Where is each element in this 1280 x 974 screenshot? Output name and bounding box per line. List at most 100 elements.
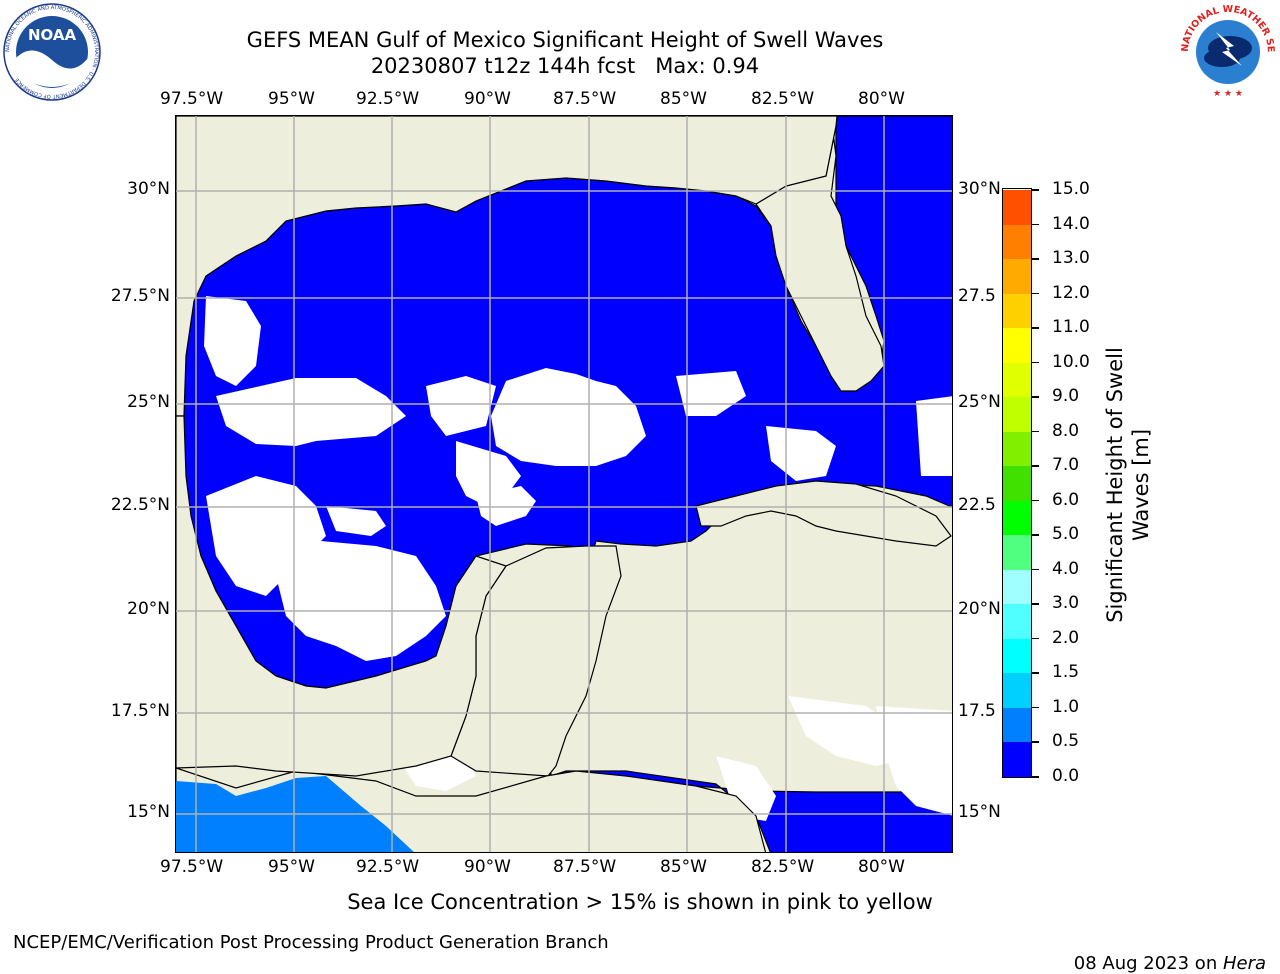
colorbar-tick-label: 14.0 — [1052, 213, 1090, 234]
colorbar-segment — [1003, 465, 1031, 501]
lon-label-top: 90°W — [464, 89, 511, 109]
lat-label-right: 25°N — [958, 392, 1001, 412]
colorbar-segment — [1003, 569, 1031, 605]
footer-date-text: 08 Aug 2023 on — [1073, 953, 1223, 974]
colorbar-tick-mark — [1032, 189, 1039, 191]
lon-label-bottom: 90°W — [464, 857, 511, 877]
svg-text:NOAA: NOAA — [28, 26, 77, 44]
lat-label-right: 30°N — [958, 179, 1001, 199]
plot-title-line1: GEFS MEAN Gulf of Mexico Significant Hei… — [246, 28, 884, 52]
lon-label-bottom: 87.5°W — [553, 857, 617, 877]
graticule — [176, 116, 952, 852]
lon-label-bottom: 80°W — [858, 857, 905, 877]
colorbar-tick-label: 12.0 — [1052, 282, 1090, 303]
noaa-logo: NOAA NATIONAL OCEANIC AND ATMOSPHERIC AD… — [2, 2, 102, 102]
footer-date: 08 Aug 2023 on Hera — [1062, 932, 1266, 974]
lon-label-bottom: 97.5°W — [160, 857, 224, 877]
lon-label-top: 85°W — [660, 89, 707, 109]
lon-label-top: 97.5°W — [160, 89, 224, 109]
colorbar-segment — [1003, 741, 1031, 777]
colorbar-tick-label: 0.0 — [1052, 766, 1080, 786]
colorbar-tick-mark — [1032, 741, 1039, 743]
colorbar-tick-label: 3.0 — [1052, 593, 1080, 614]
map-canvas — [176, 116, 952, 852]
colorbar-tick-mark — [1032, 706, 1039, 709]
lon-label-top: 87.5°W — [553, 89, 617, 109]
colorbar-tick-label: 5.0 — [1052, 524, 1080, 545]
lat-label-right: 20°N — [958, 599, 1001, 619]
colorbar-segment — [1003, 396, 1031, 432]
colorbar-segment — [1003, 603, 1031, 639]
colorbar-tick-label: 0.5 — [1052, 731, 1080, 752]
colorbar-tick-label: 15.0 — [1052, 179, 1090, 199]
colorbar-segment — [1003, 638, 1031, 674]
colorbar-tick-mark — [1032, 430, 1039, 433]
colorbar-tick-mark — [1032, 568, 1039, 571]
cuba — [695, 480, 952, 547]
colorbar-tick-mark — [1032, 258, 1039, 260]
colorbar-label: Significant Height of Swell Waves [m] — [1102, 347, 1154, 623]
colorbar-label-line1: Significant Height of Swell — [1103, 347, 1127, 623]
lat-label-left: 30°N — [127, 179, 170, 199]
footer-credit: NCEP/EMC/Verification Post Processing Pr… — [13, 932, 609, 953]
colorbar-tick-mark — [1032, 637, 1039, 640]
lon-label-top: 82.5°W — [751, 89, 815, 109]
colorbar-tick-mark — [1032, 292, 1039, 295]
lat-label-right: 15°N — [958, 802, 1001, 822]
colorbar — [1002, 188, 1032, 778]
colorbar-segment — [1003, 500, 1031, 536]
colorbar-tick-label: 7.0 — [1052, 455, 1080, 476]
colorbar-segment — [1003, 431, 1031, 467]
colorbar-tick-mark — [1032, 465, 1039, 467]
colorbar-tick-mark — [1032, 534, 1039, 536]
sea-ice-note: Sea Ice Concentration > 15% is shown in … — [347, 890, 933, 914]
colorbar-label-line2: Waves [m] — [1129, 428, 1153, 542]
nws-logo: NATIONAL WEATHER SERVICE ★ ★ ★ — [1174, 0, 1278, 102]
colorbar-tick-mark — [1032, 223, 1039, 226]
colorbar-tick-mark — [1032, 499, 1039, 502]
colorbar-segment — [1003, 672, 1031, 708]
lon-label-bottom: 95°W — [268, 857, 315, 877]
colorbar-segment — [1003, 327, 1031, 363]
lat-label-right: 17.5 — [958, 701, 996, 721]
colorbar-segment — [1003, 707, 1031, 743]
lat-label-left: 15°N — [127, 802, 170, 822]
colorbar-tick-label: 9.0 — [1052, 386, 1080, 407]
colorbar-tick-mark — [1032, 396, 1039, 398]
colorbar-tick-label: 1.0 — [1052, 696, 1080, 717]
colorbar-tick-mark — [1032, 327, 1039, 329]
colorbar-tick-mark — [1032, 672, 1039, 674]
colorbar-tick-label: 1.5 — [1052, 662, 1080, 683]
plot-title-line2: 20230807 t12z 144h fcst Max: 0.94 — [370, 54, 760, 78]
svg-text:★ ★ ★: ★ ★ ★ — [1213, 89, 1243, 99]
colorbar-segment — [1003, 362, 1031, 398]
colorbar-tick-label: 8.0 — [1052, 420, 1080, 441]
lat-label-left: 25°N — [127, 392, 170, 412]
footer-host: Hera — [1222, 953, 1266, 974]
colorbar-segment — [1003, 293, 1031, 329]
lat-label-left: 22.5°N — [110, 495, 170, 515]
no-data-patches — [204, 296, 952, 821]
colorbar-tick-label: 6.0 — [1052, 489, 1080, 510]
colorbar-tick-mark — [1032, 776, 1039, 778]
colorbar-tick-label: 13.0 — [1052, 248, 1090, 269]
colorbar-tick-label: 2.0 — [1052, 627, 1080, 648]
colorbar-tick-label: 11.0 — [1052, 317, 1090, 338]
lat-label-left: 27.5°N — [110, 286, 170, 306]
lon-label-bottom: 92.5°W — [356, 857, 420, 877]
lat-label-right: 27.5 — [958, 286, 996, 306]
colorbar-segment — [1003, 189, 1031, 225]
colorbar-tick-label: 10.0 — [1052, 351, 1090, 372]
lat-label-right: 22.5 — [958, 495, 996, 515]
lon-label-bottom: 85°W — [660, 857, 707, 877]
lon-label-bottom: 82.5°W — [751, 857, 815, 877]
lon-label-top: 92.5°W — [356, 89, 420, 109]
map-panel — [175, 115, 953, 853]
colorbar-segment — [1003, 258, 1031, 294]
colorbar-tick-label: 4.0 — [1052, 558, 1080, 579]
colorbar-tick-mark — [1032, 361, 1039, 364]
colorbar-segment — [1003, 224, 1031, 260]
lat-label-left: 17.5°N — [110, 701, 170, 721]
lon-label-top: 80°W — [858, 89, 905, 109]
lon-label-top: 95°W — [268, 89, 315, 109]
